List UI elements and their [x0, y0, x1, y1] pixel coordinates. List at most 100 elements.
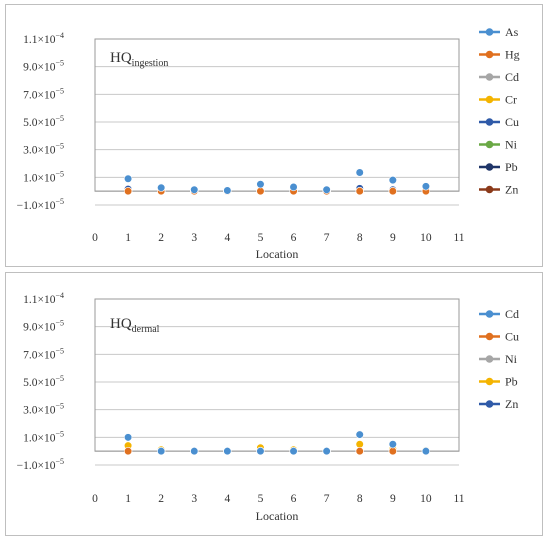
- chart0-y-tick-label: 9.0×10−5: [23, 59, 64, 74]
- chart0-point-as: [421, 182, 431, 191]
- chart1-legend-marker-zn: [485, 400, 494, 408]
- chart1-legend-label-cd: Cd: [505, 307, 519, 321]
- chart0-y-tick-label: 5.0×10−5: [23, 114, 64, 129]
- chart1-y-tick-label: 7.0×10−5: [23, 346, 64, 361]
- chart0-y-tick-label: 1.1×10−4: [23, 31, 64, 46]
- chart0-x-tick-label: 7: [324, 232, 330, 244]
- chart0-legend-marker-pb: [485, 163, 494, 171]
- chart1-y-tick-label: 1.1×10−4: [23, 291, 64, 306]
- chart1-x-tick-label: 7: [324, 493, 330, 505]
- chart0-annotation: HQingestion: [110, 50, 168, 69]
- chart0-x-tick-label: 11: [453, 232, 464, 244]
- chart0-x-tick-label: 8: [357, 232, 363, 244]
- chart0-point-as: [190, 185, 199, 194]
- chart0-point-as: [289, 182, 298, 192]
- chart0-legend-marker-ni: [485, 140, 494, 149]
- chart1-point-cd: [355, 430, 364, 439]
- chart0-legend-marker-zn: [485, 185, 494, 194]
- chart0-x-tick-label: 4: [224, 232, 230, 244]
- chart1-x-tick-label: 1: [125, 493, 131, 505]
- chart0-y-tick-label: −1.0×10−5: [17, 197, 64, 212]
- chart0-legend-marker-cd: [485, 73, 494, 81]
- chart0-y-tick-label: 7.0×10−5: [23, 86, 64, 101]
- chart1-point-cd: [421, 447, 431, 456]
- chart1-x-axis-label: Location: [256, 509, 299, 523]
- chart1-legend-label-pb: Pb: [505, 375, 518, 389]
- chart1-x-tick-label: 0: [92, 493, 98, 505]
- chart0-legend-marker-cr: [485, 95, 494, 104]
- chart1-x-tick-label: 4: [224, 493, 230, 505]
- chart0-point-hg: [256, 187, 265, 196]
- chart1-legend-marker-cu: [485, 332, 494, 341]
- chart0-point-as: [388, 176, 397, 185]
- chart1-point-cd: [289, 447, 298, 456]
- chart0-point-as: [322, 185, 331, 194]
- chart0-legend-label-cr: Cr: [505, 93, 517, 107]
- ingestion-chart-panel: 1.1×10−4 9.0×10−5 7.0×10−5 5.0×10−5 3.0×10−5…: [5, 4, 543, 267]
- chart1-annotation: HQdermal: [110, 316, 160, 335]
- chart0-x-tick-label: 9: [390, 232, 396, 244]
- chart0-x-axis-label: Location: [256, 247, 299, 261]
- chart1-legend-marker-pb: [485, 377, 494, 386]
- chart0-legend-label-hg: Hg: [505, 48, 520, 62]
- dermal-chart-panel: 1.1×10−4 9.0×10−5 7.0×10−5 5.0×10−5 3.0×10−5…: [5, 272, 543, 536]
- chart1-y-tick-label: 3.0×10−5: [23, 402, 64, 417]
- chart1-y-tick-label: 5.0×10−5: [23, 374, 64, 389]
- chart1-legend-marker-ni: [485, 355, 494, 363]
- chart0-legend-marker-hg: [485, 50, 494, 59]
- chart0-point-as: [223, 186, 232, 195]
- chart1-point-cd: [388, 440, 397, 449]
- chart0-legend-marker-cu: [485, 118, 494, 126]
- chart0-x-tick-label: 0: [92, 232, 98, 244]
- chart1-x-tick-label: 5: [258, 493, 264, 505]
- chart1-x-tick-label: 6: [291, 493, 297, 505]
- chart0-legend-marker-as: [485, 28, 494, 36]
- chart1-y-tick-label: 1.0×10−5: [23, 429, 64, 444]
- chart1-point-cd: [157, 447, 166, 456]
- chart0-x-tick-label: 1: [125, 232, 131, 244]
- chart0-point-hg: [123, 187, 133, 196]
- chart0-legend-label-as: As: [505, 25, 519, 39]
- chart0-y-tick-label: 3.0×10−5: [23, 142, 64, 157]
- chart1-point-cu: [355, 447, 364, 456]
- chart1-point-cu: [123, 447, 133, 456]
- chart0-x-tick-label: 3: [191, 232, 197, 244]
- chart1-point-pb: [355, 440, 364, 449]
- chart1-x-tick-label: 2: [158, 493, 164, 505]
- chart1-y-tick-label: −1.0×10−5: [17, 457, 64, 472]
- dermal-chart: 1.1×10−4 9.0×10−5 7.0×10−5 5.0×10−5 3.0×10−5…: [17, 291, 519, 523]
- chart0-point-hg: [388, 187, 397, 196]
- chart0-legend-label-zn: Zn: [505, 183, 518, 197]
- chart0-legend-label-pb: Pb: [505, 160, 518, 174]
- chart1-point-cd: [322, 447, 331, 456]
- chart0-point-as: [157, 183, 166, 192]
- chart1-point-cd: [256, 447, 265, 456]
- chart0-legend-label-cu: Cu: [505, 115, 519, 129]
- chart1-point-cd: [190, 447, 199, 456]
- chart1-point-cd: [223, 447, 232, 456]
- chart0-x-tick-label: 5: [258, 232, 264, 244]
- chart1-legend-marker-cd: [485, 310, 494, 318]
- chart1-x-tick-label: 8: [357, 493, 363, 505]
- chart0-y-tick-label: 1.0×10−5: [23, 169, 64, 184]
- chart1-x-tick-label: 9: [390, 493, 396, 505]
- chart0-x-tick-label: 10: [420, 232, 432, 244]
- chart0-point-hg: [355, 187, 364, 196]
- ingestion-chart: 1.1×10−4 9.0×10−5 7.0×10−5 5.0×10−5 3.0×10−5…: [17, 25, 520, 261]
- chart0-point-as: [123, 174, 133, 183]
- chart0-point-as: [355, 168, 364, 177]
- chart1-y-tick-label: 9.0×10−5: [23, 319, 64, 334]
- chart1-legend-label-ni: Ni: [505, 352, 518, 366]
- chart1-point-cu: [388, 447, 397, 456]
- chart0-x-tick-label: 6: [291, 232, 297, 244]
- chart0-legend-label-cd: Cd: [505, 70, 519, 84]
- chart1-point-cd: [123, 433, 133, 442]
- chart1-legend-label-cu: Cu: [505, 330, 519, 344]
- chart1-x-tick-label: 3: [191, 493, 197, 505]
- chart0-point-as: [256, 180, 265, 189]
- chart1-plot-frame: [94, 298, 460, 452]
- chart1-x-tick-label: 11: [453, 493, 464, 505]
- chart0-legend-label-ni: Ni: [505, 138, 518, 152]
- chart1-legend-label-zn: Zn: [505, 397, 518, 411]
- chart1-x-tick-label: 10: [420, 493, 432, 505]
